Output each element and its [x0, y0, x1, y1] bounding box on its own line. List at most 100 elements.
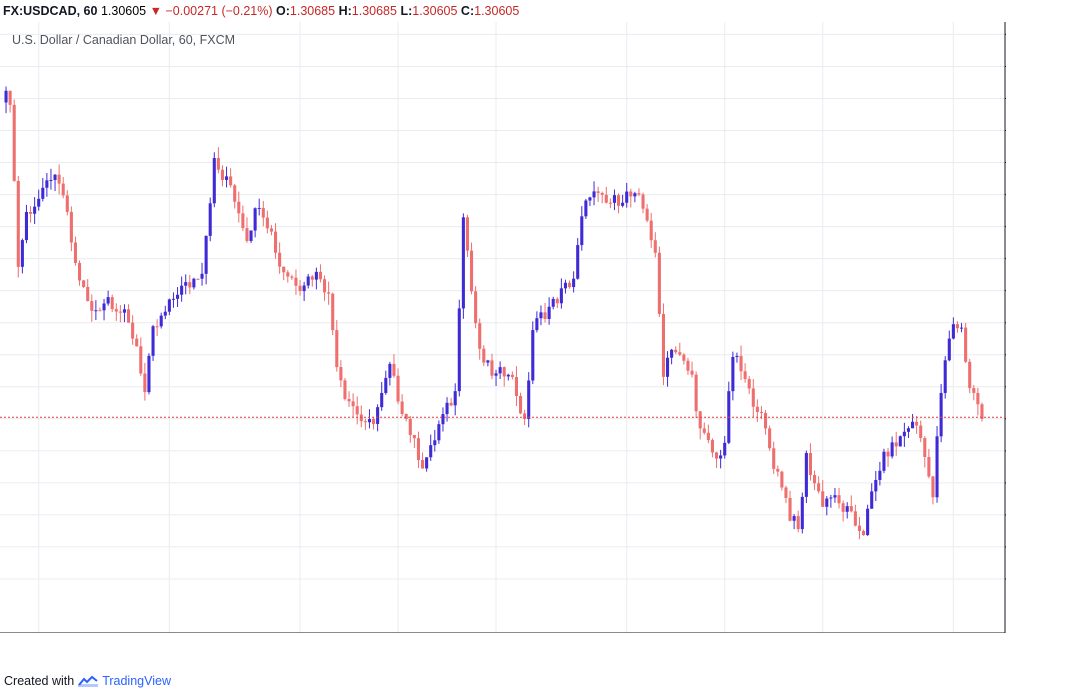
candle — [302, 281, 306, 302]
candle-body — [939, 392, 943, 437]
candle-body — [776, 468, 780, 472]
candle — [837, 488, 841, 509]
candle — [376, 404, 380, 432]
candle-body — [796, 516, 800, 530]
candle-body — [494, 373, 498, 376]
candle — [612, 189, 616, 211]
candle — [282, 266, 286, 281]
candle — [894, 431, 898, 456]
candle — [478, 318, 482, 360]
down-arrow-icon: ▼ — [149, 4, 162, 18]
candle — [310, 275, 314, 287]
candle — [955, 321, 959, 333]
candle — [490, 353, 494, 380]
candle — [543, 302, 547, 323]
candle-body — [759, 412, 763, 414]
candle — [886, 448, 890, 467]
candle-body — [539, 312, 543, 319]
candle — [229, 168, 233, 188]
tradingview-link[interactable]: TradingView — [102, 673, 171, 688]
candle-body — [482, 348, 486, 363]
candle — [106, 290, 110, 306]
candle-body — [73, 242, 77, 263]
candle-body — [278, 252, 282, 267]
candle-body — [629, 191, 633, 197]
candle — [527, 372, 531, 428]
candle-body — [490, 360, 494, 376]
candle-body — [135, 338, 139, 347]
candle-body — [404, 413, 408, 419]
candle-body — [220, 169, 224, 180]
candle-body — [155, 326, 159, 328]
high-value: 1.30685 — [351, 4, 397, 18]
candle — [290, 274, 294, 281]
candle — [751, 379, 755, 418]
candle — [445, 397, 449, 422]
candle-body — [343, 380, 347, 400]
candle-body — [915, 421, 919, 426]
last-price: 1.30605 — [100, 4, 147, 18]
candle — [78, 260, 82, 286]
candle-body — [580, 216, 584, 246]
candle — [253, 207, 257, 238]
candle-body — [421, 460, 425, 469]
candle-body — [702, 428, 706, 433]
candle — [359, 405, 363, 428]
candle — [678, 342, 682, 357]
candle-body — [960, 327, 964, 329]
candle — [596, 186, 600, 202]
candle — [576, 238, 580, 280]
candle-body — [384, 377, 388, 393]
candle — [739, 345, 743, 381]
candle — [943, 356, 947, 399]
candle — [878, 461, 882, 486]
candle-body — [723, 442, 727, 456]
candle-body — [568, 282, 572, 288]
candle — [384, 370, 388, 395]
candle — [653, 232, 657, 258]
candle — [16, 175, 20, 278]
candle-body — [755, 406, 759, 413]
candle — [980, 402, 984, 422]
candle — [45, 172, 49, 197]
candle-body — [898, 436, 902, 447]
candle-body — [608, 202, 612, 204]
candle-body — [151, 326, 155, 356]
candle — [184, 274, 188, 295]
candle — [94, 300, 98, 321]
close-value: 1.30605 — [474, 4, 520, 18]
candle — [220, 165, 224, 187]
candle-body — [890, 442, 894, 457]
candle — [617, 193, 621, 214]
candle-body — [519, 395, 523, 414]
candle — [911, 414, 915, 429]
candle-body — [102, 303, 106, 311]
candle-body — [331, 293, 335, 331]
candle — [180, 276, 184, 302]
candle-body — [86, 286, 90, 302]
candle-body — [33, 206, 37, 214]
price-chart[interactable]: 1.318001.317001.316001.315001.314001.313… — [0, 22, 1006, 633]
footer: Created with TradingView — [4, 672, 171, 689]
candle-body — [706, 432, 710, 441]
candle — [171, 292, 175, 308]
symbol-label[interactable]: FX:USDCAD, 60 — [3, 4, 98, 18]
candle-body — [857, 525, 861, 532]
candle-body — [314, 271, 318, 280]
candle-body — [49, 179, 53, 181]
high-label: H: — [338, 4, 352, 18]
candle-body — [114, 309, 118, 312]
candle-body — [437, 424, 441, 441]
candle — [686, 357, 690, 375]
tradingview-logo-icon[interactable] — [78, 675, 99, 687]
candle — [437, 420, 441, 444]
candle — [323, 275, 327, 301]
candle — [829, 494, 833, 508]
candle-body — [184, 282, 188, 286]
candle — [453, 383, 457, 416]
candle-body — [682, 354, 686, 361]
candle-body — [719, 455, 723, 459]
candle — [833, 487, 837, 503]
candle — [73, 236, 77, 266]
candle-body — [380, 392, 384, 408]
